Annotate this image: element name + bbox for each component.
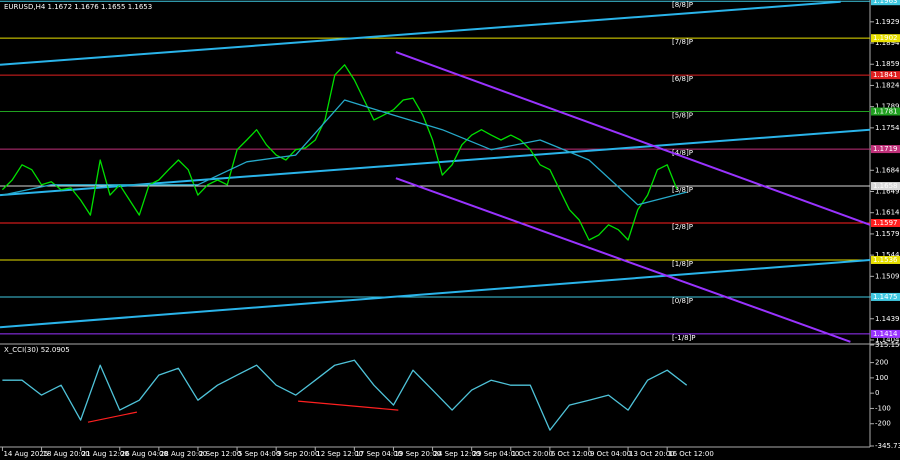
series-line: [1, 64, 678, 241]
x-tick-label: 9 Sep 20:00: [277, 450, 319, 458]
x-tick-label: 18 Aug 20:00: [43, 450, 90, 458]
level-label: [7/8]P: [672, 38, 693, 46]
trend-line: [0, 259, 870, 329]
level-price-box: [871, 292, 900, 301]
level-price-label: 1.1658: [873, 182, 898, 190]
level-label: [0/8]P: [672, 297, 693, 305]
level-price-box: [871, 255, 900, 264]
x-tick-label: 17 Sep 04:00: [355, 450, 402, 458]
level-price-box: [871, 329, 900, 338]
level-label: [4/8]P: [672, 149, 693, 157]
x-tick-label: 24 Sep 12:00: [434, 450, 481, 458]
x-tick-label: 2 Sep 12:00: [199, 450, 241, 458]
x-tick-label: 13 Oct 20:00: [629, 450, 675, 458]
trend-line: [395, 51, 870, 226]
y-tick-label: 1.1649: [875, 187, 900, 195]
indicator-title: X_CCI(30) 52.0905: [4, 346, 70, 354]
level-price-label: 1.1781: [873, 108, 898, 116]
trend-line: [87, 411, 138, 423]
level-price-box: [871, 0, 900, 6]
level-label: [6/8]P: [672, 75, 693, 83]
x-tick-label: 9 Oct 04:00: [590, 450, 631, 458]
x-tick-label: 28 Aug 20:00: [160, 450, 207, 458]
level-price-label: 1.1536: [873, 256, 898, 264]
y-tick-label: 1.1894: [875, 39, 900, 47]
y-tick-label: 1.1439: [875, 315, 900, 323]
y-tick-label: 0: [875, 389, 879, 397]
x-tick-label: 12 Sep 12:00: [316, 450, 363, 458]
x-tick-label: 5 Sep 04:00: [238, 450, 280, 458]
level-price-label: 1.1597: [873, 219, 898, 227]
y-tick-label: 1.1509: [875, 272, 900, 280]
level-price-box: [871, 107, 900, 116]
level-price-box: [871, 71, 900, 80]
series-line: [2, 99, 687, 206]
x-tick-label: 29 Sep 04:00: [473, 450, 520, 458]
x-tick-label: 19 Sep 20:00: [394, 450, 441, 458]
y-tick-label: 100: [875, 374, 888, 382]
trend-line: [298, 400, 399, 411]
level-price-label: 1.1414: [873, 330, 898, 338]
level-label: [5/8]P: [672, 112, 693, 120]
chart-title: EURUSD,H4 1.1672 1.1676 1.1655 1.1653: [4, 3, 152, 11]
x-tick-label: 21 Aug 12:00: [82, 450, 129, 458]
trend-line: [395, 177, 851, 343]
y-tick-label: 315.1542: [875, 341, 900, 349]
y-tick-label: 1.1684: [875, 166, 900, 174]
level-price-label: 1.1902: [873, 34, 898, 42]
level-price-label: 1.1719: [873, 145, 898, 153]
y-tick-label: 1.1859: [875, 60, 900, 68]
x-tick-label: 26 Aug 04:00: [121, 450, 168, 458]
level-label: [3/8]P: [672, 186, 693, 194]
y-tick-label: 1.1789: [875, 103, 900, 111]
x-tick-label: 6 Oct 12:00: [551, 450, 592, 458]
level-price-box: [871, 34, 900, 43]
level-label: [8/8]P: [672, 1, 693, 9]
y-tick-label: -200: [875, 420, 891, 428]
level-price-box: [871, 219, 900, 228]
y-tick-label: -345.7354: [875, 442, 900, 450]
level-price-label: 1.1963: [873, 0, 898, 5]
level-price-label: 1.1841: [873, 71, 898, 79]
y-tick-label: 1.1824: [875, 81, 900, 89]
y-tick-label: 1.1614: [875, 209, 900, 217]
level-price-box: [871, 145, 900, 154]
y-tick-label: 1.1754: [875, 124, 900, 132]
trend-line: [0, 0, 841, 66]
level-price-box: [871, 182, 900, 191]
x-tick-label: 16 Oct 12:00: [668, 450, 714, 458]
x-tick-label: 1 Oct 20:00: [512, 450, 553, 458]
y-tick-label: 200: [875, 359, 888, 367]
y-tick-label: 1.1404: [875, 336, 900, 344]
level-label: [-1/8]P: [672, 334, 695, 342]
series-line: [2, 359, 688, 431]
level-label: [2/8]P: [672, 223, 693, 231]
x-tick-label: 14 Aug 2025: [3, 450, 48, 458]
level-price-label: 1.1475: [873, 293, 898, 301]
y-tick-label: 1.1929: [875, 18, 900, 26]
y-tick-label: 1.1544: [875, 251, 900, 259]
y-tick-label: 1.1579: [875, 230, 900, 238]
level-label: [1/8]P: [672, 260, 693, 268]
y-tick-label: -100: [875, 404, 891, 412]
